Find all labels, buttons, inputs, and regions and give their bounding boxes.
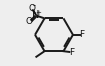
Text: O: O bbox=[28, 4, 35, 13]
Text: +: + bbox=[36, 10, 41, 16]
Text: F: F bbox=[79, 30, 84, 39]
Text: -: - bbox=[33, 1, 36, 10]
Text: O: O bbox=[26, 17, 33, 26]
Text: N: N bbox=[32, 10, 39, 20]
Text: F: F bbox=[69, 48, 74, 57]
